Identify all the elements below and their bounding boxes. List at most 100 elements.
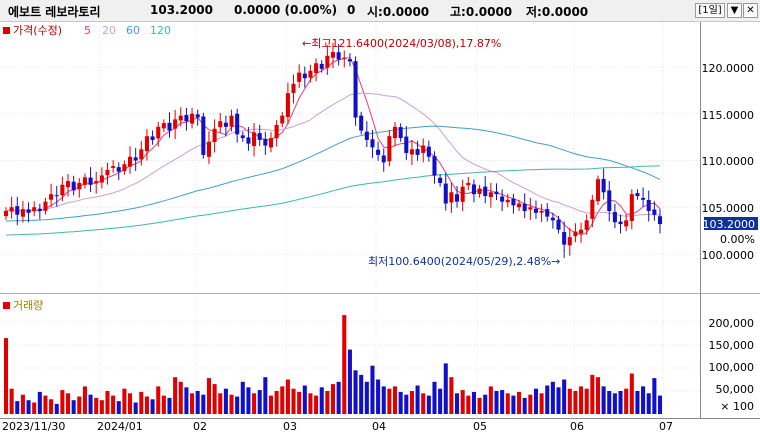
candle-body	[438, 177, 443, 183]
volume-bar	[370, 365, 375, 414]
price-legend-swatch	[3, 27, 10, 34]
volume-bar	[268, 395, 274, 414]
candle-body	[336, 52, 341, 60]
candle-body	[612, 212, 617, 223]
ma5-legend: 5	[84, 24, 91, 37]
candle-body	[285, 93, 290, 118]
candle-body	[184, 114, 189, 122]
candle-body	[139, 149, 144, 160]
volume-bar	[415, 385, 420, 414]
candle-body	[330, 52, 336, 58]
max-annotation: ←최고121.6400(2024/03/08),17.87%	[302, 37, 501, 50]
volume-bar	[246, 387, 251, 414]
volume-bar	[167, 397, 172, 414]
volume-bar	[652, 378, 657, 414]
candle-body	[359, 115, 364, 131]
volume-bar	[646, 393, 651, 414]
period-button[interactable]: [1일]	[695, 3, 725, 18]
volume-bar	[567, 388, 572, 414]
volume-bar	[319, 387, 324, 414]
candle-body	[15, 206, 20, 215]
volume-bar	[500, 390, 505, 414]
candle-body	[263, 138, 268, 146]
volume-bar	[37, 391, 42, 414]
price-tick: 120.0000	[702, 62, 755, 75]
volume-bar	[562, 379, 567, 414]
volume-bar	[60, 390, 65, 414]
candle-body	[297, 72, 302, 82]
candle-body	[3, 210, 9, 217]
candle-body	[584, 220, 589, 230]
candle-body	[302, 73, 307, 79]
volume-bar	[32, 402, 37, 414]
candle-body	[528, 207, 533, 210]
candle-body	[190, 113, 195, 124]
candle-body	[460, 186, 465, 202]
candle-body	[268, 138, 274, 148]
candle-body	[252, 132, 257, 147]
volume-bar	[539, 393, 544, 414]
date-label: 02	[193, 420, 207, 433]
candle-body	[370, 139, 375, 148]
candle-body	[364, 131, 369, 140]
volume-bar	[285, 379, 290, 414]
candle-body	[353, 61, 358, 118]
volume-bar	[550, 381, 555, 414]
candle-body	[54, 195, 59, 197]
volume-bar	[601, 386, 606, 414]
candle-body	[257, 133, 262, 140]
candle-body	[319, 63, 324, 69]
volume-bar	[71, 400, 76, 414]
candle-body	[218, 121, 223, 128]
volume-bar	[99, 400, 104, 414]
candle-body	[539, 210, 544, 213]
volume-bar	[3, 338, 9, 414]
volume-bar	[88, 394, 93, 414]
candle-body	[156, 126, 161, 139]
volume-bar	[517, 391, 522, 414]
minimize-icon[interactable]: ▼	[727, 3, 742, 18]
ma20-line	[5, 92, 661, 217]
volume-bar	[223, 388, 228, 414]
candle-body	[573, 231, 578, 237]
volume-bar	[212, 384, 217, 414]
volume-bar	[156, 386, 161, 414]
trade-volume: 0	[347, 3, 356, 17]
close-icon[interactable]: ✕	[743, 3, 758, 18]
volume-bar	[26, 400, 31, 414]
candle-body	[646, 199, 651, 211]
price-tick: 100.0000	[702, 249, 755, 262]
candle-body	[178, 115, 183, 121]
candle-body	[629, 194, 634, 221]
candle-body	[652, 209, 657, 215]
volume-bar	[404, 394, 409, 414]
ma20-legend: 20	[102, 24, 116, 37]
volume-bar	[330, 384, 336, 414]
candle-body	[376, 149, 381, 155]
candle-body	[624, 220, 629, 227]
candle-body	[274, 124, 279, 139]
candle-body	[122, 164, 127, 172]
candle-body	[387, 136, 392, 162]
volume-bar	[443, 363, 448, 414]
candle-body	[500, 196, 505, 202]
volume-bar	[336, 381, 341, 414]
candle-body	[246, 137, 251, 144]
volume-bar	[252, 393, 257, 414]
volume-bar	[20, 394, 25, 414]
volume-bar	[297, 391, 302, 414]
candle-body	[26, 209, 31, 213]
ma60-line	[5, 125, 661, 222]
volume-bar	[133, 402, 138, 414]
volume-bar	[590, 374, 595, 414]
candle-body	[229, 115, 234, 127]
candle-body	[432, 156, 437, 176]
candle-body	[32, 207, 37, 212]
volume-bar	[342, 315, 347, 414]
volume-bar	[387, 388, 392, 414]
date-label: 2024/01	[97, 420, 143, 433]
volume-bar	[579, 386, 584, 414]
candle-body	[522, 203, 527, 211]
price-panel	[0, 22, 700, 292]
candle-body	[404, 136, 409, 154]
